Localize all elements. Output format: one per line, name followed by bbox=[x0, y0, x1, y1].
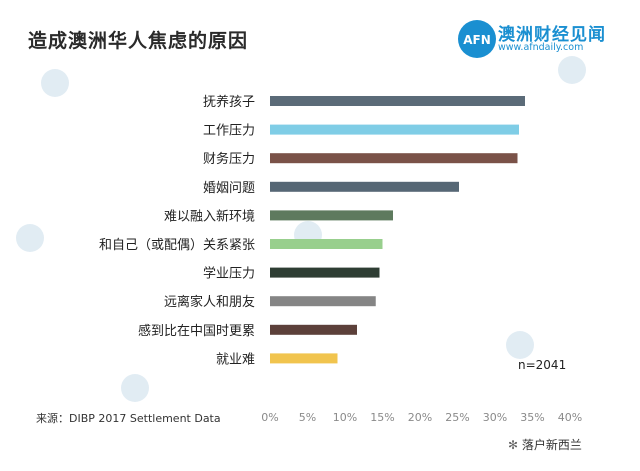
x-tick-label: 15% bbox=[370, 411, 394, 424]
x-tick-label: 25% bbox=[445, 411, 469, 424]
bar bbox=[270, 181, 459, 192]
watermark-icon bbox=[16, 224, 44, 252]
logo-text: 澳洲财经见闻 bbox=[498, 25, 606, 45]
x-tick-label: 40% bbox=[558, 411, 582, 424]
afn-logo-icon: AFN bbox=[458, 20, 496, 58]
watermark-icon bbox=[121, 374, 149, 402]
bar bbox=[270, 96, 525, 106]
bar bbox=[270, 239, 383, 249]
category-label: 财务压力 bbox=[203, 151, 255, 167]
category-label: 远离家人和朋友 bbox=[164, 294, 255, 310]
bar bbox=[270, 210, 393, 221]
bar bbox=[270, 353, 338, 364]
bar bbox=[270, 153, 518, 164]
category-label: 学业压力 bbox=[203, 266, 255, 282]
source-note: 来源：DIBP 2017 Settlement Data bbox=[36, 412, 221, 425]
category-label: 就业难 bbox=[216, 352, 255, 367]
x-tick-label: 30% bbox=[483, 411, 507, 424]
logo-url: www.afndaily.com bbox=[498, 42, 584, 53]
chart-title: 造成澳洲华人焦虑的原因 bbox=[28, 30, 249, 52]
logo-mark-text: AFN bbox=[463, 33, 491, 47]
wechat-account-label: ✻ 落户新西兰 bbox=[508, 436, 582, 453]
x-tick-label: 5% bbox=[299, 411, 316, 424]
watermark-icon bbox=[41, 69, 69, 97]
bar bbox=[270, 296, 376, 307]
category-label: 难以融入新环境 bbox=[164, 208, 255, 224]
category-label: 感到比在中国时更累 bbox=[138, 323, 255, 339]
x-tick-label: 10% bbox=[333, 411, 357, 424]
x-tick-label: 35% bbox=[520, 411, 544, 424]
bar bbox=[270, 324, 357, 335]
x-tick-label: 0% bbox=[261, 411, 278, 424]
bar bbox=[270, 124, 519, 135]
watermark-group bbox=[16, 56, 586, 402]
watermark-icon bbox=[558, 56, 586, 84]
category-label: 和自己（或配偶）关系紧张 bbox=[99, 238, 255, 253]
category-label: 抚养孩子 bbox=[203, 94, 255, 110]
wechat-account-name: 落户新西兰 bbox=[521, 438, 582, 452]
category-label: 婚姻问题 bbox=[203, 181, 255, 196]
category-label: 工作压力 bbox=[203, 124, 255, 139]
wechat-icon: ✻ bbox=[508, 438, 522, 452]
bar bbox=[270, 267, 380, 278]
sample-size-annotation: n=2041 bbox=[518, 358, 567, 372]
x-tick-label: 20% bbox=[408, 411, 432, 424]
watermark-icon bbox=[506, 331, 534, 359]
